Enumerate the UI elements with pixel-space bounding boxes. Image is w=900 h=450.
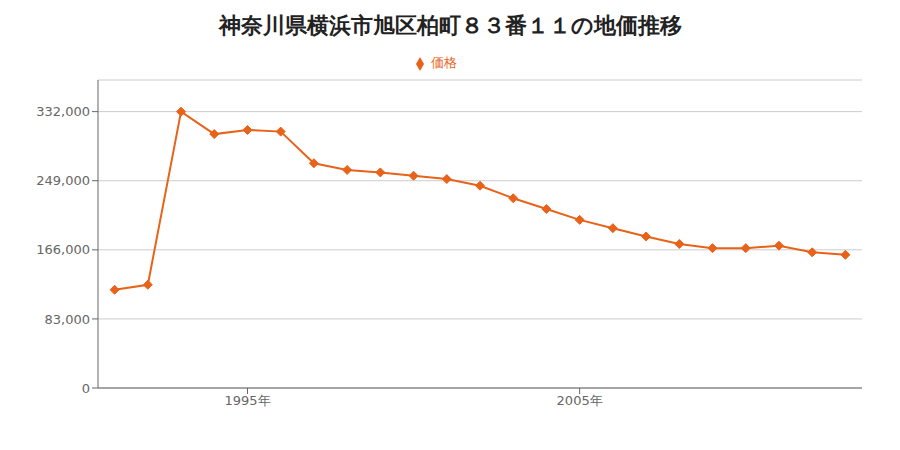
svg-text:332,000: 332,000 xyxy=(36,104,90,119)
svg-text:166,000: 166,000 xyxy=(36,242,90,257)
svg-text:0: 0 xyxy=(82,381,90,396)
svg-text:83,000: 83,000 xyxy=(45,312,91,327)
html-text:価格: 価格 xyxy=(431,55,457,70)
html-text:神奈川県横浜市旭区柏町８３番１１の地価推移: 神奈川県横浜市旭区柏町８３番１１の地価推移 xyxy=(218,13,682,38)
svg-text:2005年: 2005年 xyxy=(557,393,603,408)
svg-text:249,000: 249,000 xyxy=(36,173,90,188)
svg-text:1995年: 1995年 xyxy=(224,393,270,408)
